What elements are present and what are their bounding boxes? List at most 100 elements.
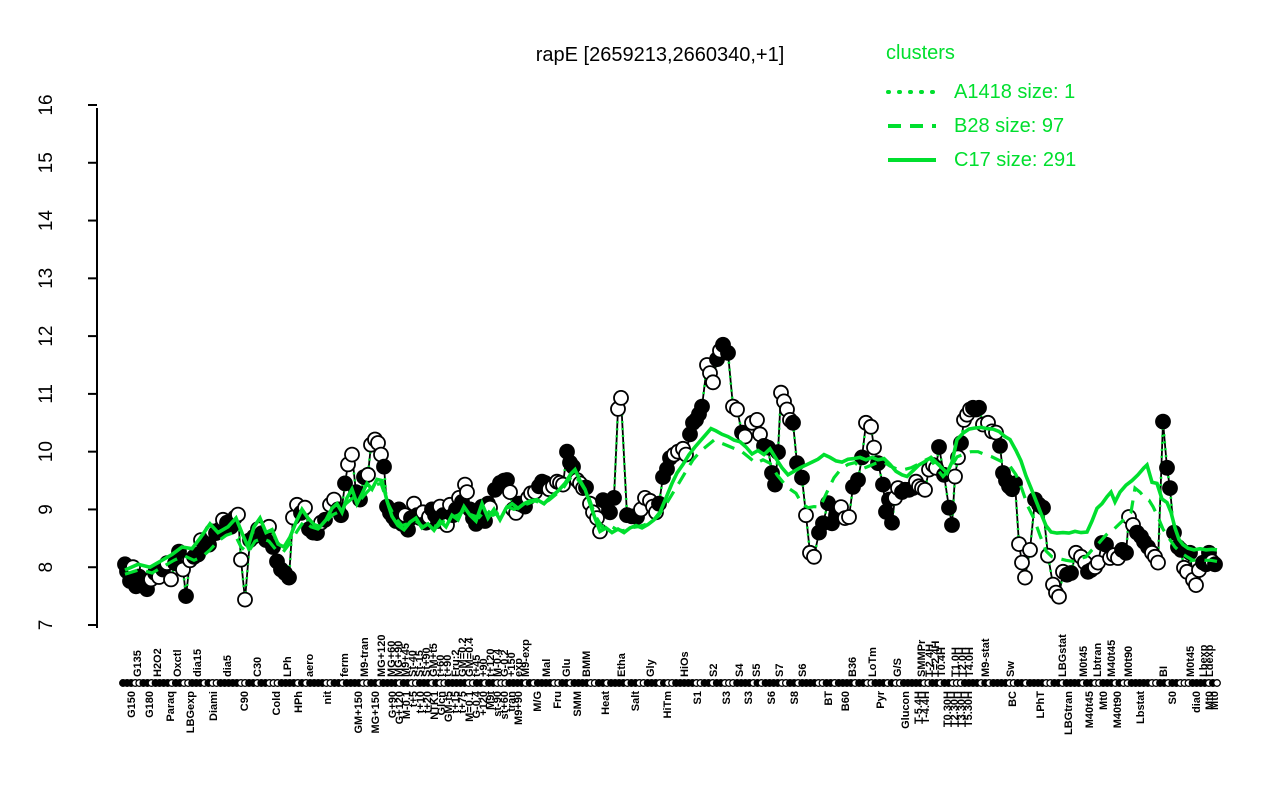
y-axis-tick-label: 10: [36, 441, 57, 462]
x-axis-label: Lbtran: [1092, 643, 1104, 678]
x-axis-label: M0t90: [1123, 646, 1135, 677]
cluster-legend: clusters A1418 size: 1 B28 size: 97 C17 …: [886, 42, 1076, 177]
data-point-filled: [785, 414, 801, 431]
x-axis-label: +120: [478, 691, 490, 716]
data-point-filled: [884, 514, 900, 531]
x-axis-label: S5: [751, 664, 763, 677]
x-axis-label: BMM: [581, 651, 593, 677]
x-axis-label: M0t45: [1185, 646, 1197, 677]
data-point-filled: [1063, 565, 1079, 581]
data-point-filled: [337, 475, 353, 492]
data-point-open: [1040, 547, 1056, 564]
x-axis-label: Mt0: [1204, 691, 1216, 710]
x-axis-label: T0.4H: [936, 647, 948, 677]
data-point-filled: [875, 476, 891, 493]
x-axis-label: GM+150: [353, 691, 365, 734]
data-point-filled: [281, 569, 297, 586]
x-axis-label: S3: [743, 691, 755, 704]
data-point-filled: [767, 476, 783, 493]
x-axis-label: GM+t5: [428, 643, 440, 677]
x-axis-label: dia5: [222, 655, 234, 677]
x-axis-label: Salt: [630, 691, 642, 712]
x-axis-label: t+5: [408, 691, 420, 707]
x-axis-label: Diami: [208, 691, 220, 721]
data-point-filled: [794, 469, 810, 486]
x-axis-label: G135: [132, 650, 144, 677]
data-point-filled: [602, 504, 618, 521]
data-point-open: [344, 446, 360, 463]
data-point-filled: [944, 517, 960, 533]
legend-heading: clusters: [886, 42, 955, 64]
x-axis-label: Fru: [552, 691, 564, 709]
x-axis-label: st+60: [499, 691, 511, 719]
x-axis-label: GM=0.4: [464, 637, 476, 677]
x-axis-label: M=0.1: [464, 691, 476, 722]
legend-item-dotted: A1418 size: 1: [886, 75, 1076, 109]
data-point-open: [459, 484, 475, 501]
data-point-filled: [694, 398, 710, 415]
x-axis-label: LPhT: [1035, 691, 1047, 719]
y-axis-tick-label: 9: [36, 504, 57, 515]
axis-sample-marker: [1213, 679, 1221, 687]
data-point-filled: [1162, 480, 1178, 497]
x-axis-label: LPh: [282, 656, 294, 677]
x-axis-label: Ldexp: [1204, 644, 1216, 677]
x-axis-label: S0: [1167, 691, 1179, 704]
x-axis-label: MG+60: [386, 641, 398, 677]
x-axis-label: Glucon: [900, 691, 912, 729]
y-axis-tick-label: 11: [36, 384, 57, 404]
x-axis-label: T2.0H: [957, 647, 969, 677]
x-axis-label: t+45: [471, 655, 483, 677]
x-axis-label: MG+150: [370, 691, 382, 734]
x-axis-label: Lbstat: [1135, 691, 1147, 724]
x-axis-label: LBGtran: [1063, 691, 1075, 735]
data-point-open: [737, 428, 753, 445]
data-point-open: [1051, 588, 1067, 605]
x-axis-label: Oxctl: [172, 649, 184, 677]
x-axis-label: HPh: [293, 691, 305, 713]
data-point-open: [1022, 542, 1038, 558]
x-axis-label: M9t: [485, 691, 497, 710]
x-axis-label: Etha: [616, 652, 628, 677]
x-axis-label: S2: [708, 664, 720, 677]
x-axis-label: St-15: [414, 650, 426, 677]
x-axis-label: t+120: [485, 649, 497, 677]
x-axis-label: St+90: [421, 647, 433, 677]
x-axis-label: Fru:2: [450, 650, 462, 678]
x-axis-label: BC: [1007, 691, 1019, 707]
x-axis-label: Lbexp: [1198, 644, 1210, 677]
x-axis-label: SMM: [572, 691, 584, 717]
data-point-open: [233, 551, 249, 568]
data-point-filled: [1159, 459, 1175, 476]
legend-item-solid: C17 size: 291: [886, 143, 1076, 177]
data-point-open: [749, 411, 765, 428]
data-point-filled: [376, 458, 392, 475]
x-axis-label: G+90: [387, 691, 399, 718]
data-point-open: [841, 509, 857, 525]
x-axis-label: S3: [721, 691, 733, 704]
x-axis-label: C90: [239, 691, 251, 711]
x-axis-label: LBGstat: [1057, 634, 1069, 677]
x-axis-label: ferm: [339, 653, 351, 677]
y-axis-tick-label: 14: [36, 210, 57, 232]
x-axis-label: BI: [1158, 666, 1170, 677]
x-axis-label: t+60: [435, 655, 447, 677]
dotted-line-icon: [886, 90, 938, 94]
y-axis-tick-label: 8: [36, 562, 57, 573]
chart-title: rapE [2659213,2660340,+1]: [535, 44, 785, 66]
y-axis-tick-label: 12: [36, 326, 57, 347]
x-axis-label: T=2.4H: [930, 641, 942, 677]
x-axis-label: M0t45: [1078, 646, 1090, 677]
x-axis-label: B36: [847, 657, 859, 677]
x-axis-label: M9+45: [400, 643, 412, 677]
x-axis-label: +90: [478, 658, 490, 677]
y-axis-tick-label: 16: [36, 94, 57, 115]
x-axis-label: G+120: [394, 691, 406, 724]
x-axis-label: B60: [840, 691, 852, 711]
x-axis-label: aero: [304, 653, 316, 677]
data-point-filled: [971, 399, 987, 416]
x-axis-label: st-90: [492, 691, 504, 717]
x-axis-label: Mal: [541, 659, 553, 677]
x-axis-label: LBGexp: [185, 691, 197, 733]
